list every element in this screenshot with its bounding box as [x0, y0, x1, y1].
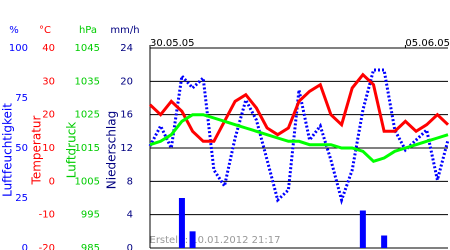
- y-tick-label: 4: [127, 210, 133, 221]
- axis-title: Temperatur: [30, 115, 44, 185]
- x-tick-label: 30.05.05: [150, 38, 195, 49]
- axis-unit: °C: [39, 25, 51, 36]
- annotation: Erstellt: 10.01.2012 21:17: [150, 235, 281, 246]
- y-tick-label: 100: [9, 43, 28, 54]
- axis-unit: mm/h: [110, 25, 139, 36]
- y-tick-label: 995: [81, 210, 100, 221]
- bar: [359, 210, 366, 248]
- y-tick-label: 1035: [75, 76, 100, 87]
- axis-title: Luftdruck: [65, 122, 79, 179]
- y-tick-label: 0: [22, 243, 28, 250]
- y-tick-label: 24: [120, 43, 133, 54]
- axis-unit: hPa: [79, 25, 97, 36]
- y-tick-label: 1015: [75, 143, 100, 154]
- y-tick-label: 12: [120, 143, 133, 154]
- y-tick-label: 50: [15, 143, 28, 154]
- axis-title: Niederschlag: [105, 111, 119, 189]
- y-tick-label: 8: [127, 176, 133, 187]
- x-tick-label: 05.06.05: [405, 38, 450, 49]
- series-line: [149, 113, 449, 163]
- y-tick-label: 1005: [75, 176, 100, 187]
- y-tick-label: 10: [42, 143, 55, 154]
- y-tick-label: 16: [120, 110, 133, 121]
- y-tick-label: 20: [120, 76, 133, 87]
- y-tick-label: 30: [42, 76, 55, 87]
- y-tick-label: 20: [42, 110, 55, 121]
- y-tick-label: 75: [15, 93, 28, 104]
- y-tick-label: 40: [42, 43, 55, 54]
- bar: [178, 198, 185, 248]
- series-line: [148, 72, 450, 143]
- axis-title: Luftfeuchtigkeit: [1, 103, 15, 197]
- y-tick-label: 1025: [75, 110, 100, 121]
- y-tick-label: 25: [15, 193, 28, 204]
- y-tick-label: -10: [39, 210, 55, 221]
- y-tick-label: -20: [39, 243, 55, 250]
- bar: [381, 235, 388, 248]
- axis-unit: %: [9, 25, 19, 36]
- y-tick-label: 1045: [75, 43, 100, 54]
- series-line: [148, 68, 450, 206]
- y-tick-label: 0: [127, 243, 133, 250]
- y-tick-label: 0: [49, 176, 55, 187]
- y-tick-label: 985: [81, 243, 100, 250]
- bar: [189, 231, 196, 248]
